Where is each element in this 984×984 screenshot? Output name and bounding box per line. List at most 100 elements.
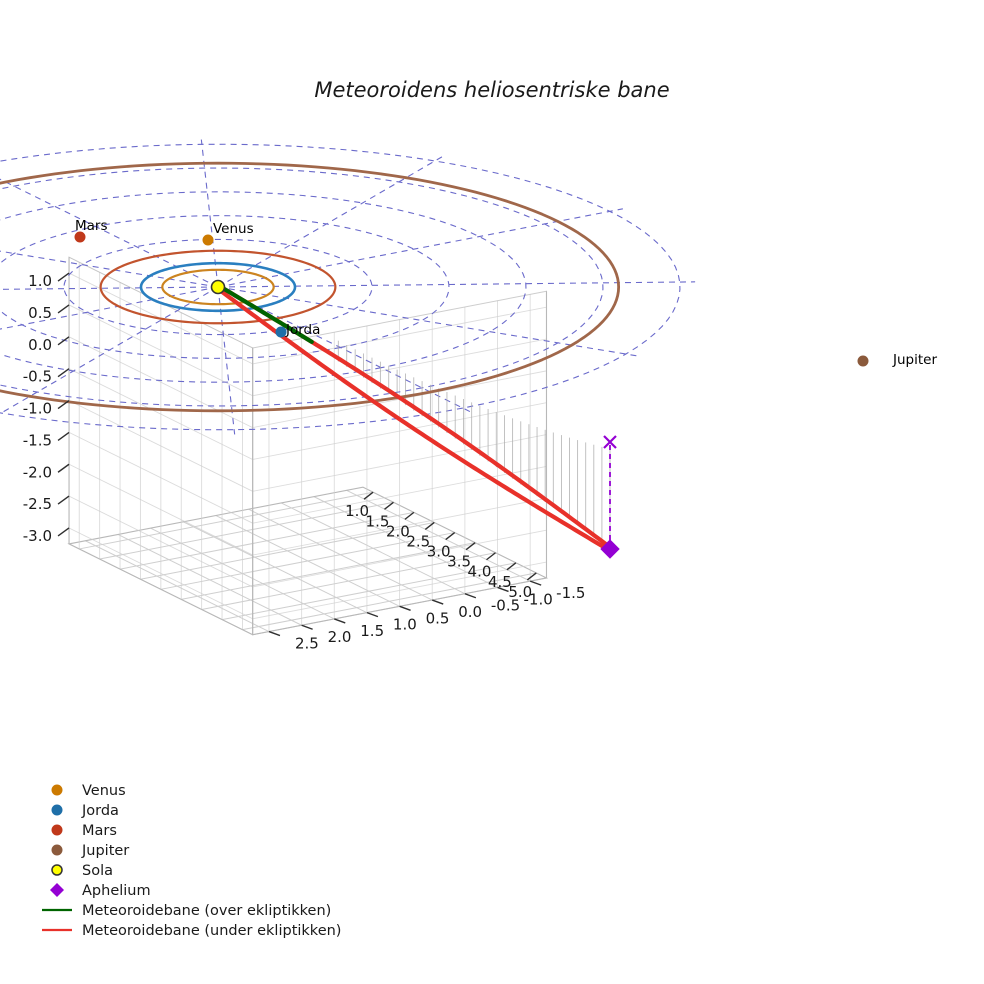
legend-under-label: Meteoroidebane (under ekliptikken) bbox=[82, 923, 341, 939]
polar-spoke bbox=[217, 281, 696, 288]
z-tick bbox=[57, 495, 70, 505]
wall-grid-line bbox=[252, 338, 547, 397]
z-tick bbox=[57, 336, 70, 346]
x-tick bbox=[486, 552, 496, 561]
meteoroid-under-ecliptic-upper bbox=[216, 283, 613, 550]
body-markers bbox=[74, 231, 869, 559]
wall-grid-line bbox=[252, 434, 547, 492]
legend-venus-dot-icon bbox=[51, 784, 63, 796]
z-tick bbox=[57, 368, 70, 378]
y-tick-label: -0.5 bbox=[491, 597, 520, 615]
wall-grid-line bbox=[68, 400, 253, 492]
polar-spoke bbox=[0, 286, 219, 290]
z-tick bbox=[57, 399, 70, 410]
legend-mars-dot-icon bbox=[51, 824, 63, 836]
polar-spoke bbox=[0, 250, 219, 288]
mars-label: Mars bbox=[75, 218, 108, 234]
legend-item-over[interactable]: Meteoroidebane (over ekliptikken) bbox=[42, 903, 331, 919]
legend-over-label: Meteoroidebane (over ekliptikken) bbox=[82, 903, 331, 919]
x-tick-label: 4.5 bbox=[488, 573, 512, 591]
x-tick-label: 3.5 bbox=[447, 553, 471, 571]
jupiter-marker[interactable] bbox=[857, 355, 869, 367]
wall-grid-line bbox=[68, 304, 253, 397]
wall-grid-line bbox=[252, 402, 547, 460]
legend-item-jorda[interactable]: Jorda bbox=[51, 803, 119, 819]
legend-item-venus[interactable]: Venus bbox=[51, 783, 126, 799]
aphelion-marker[interactable] bbox=[600, 539, 620, 559]
polar-spoke bbox=[0, 286, 219, 330]
y-tick bbox=[399, 605, 411, 611]
floor-grid-line bbox=[346, 489, 531, 582]
legend-jupiter-dot-icon bbox=[51, 844, 63, 856]
x-tick-label: 2.0 bbox=[386, 522, 410, 540]
legend-venus-label: Venus bbox=[82, 783, 126, 799]
jorda-label: Jorda bbox=[285, 322, 320, 338]
axes-panes bbox=[67, 256, 549, 636]
floor-grid-line bbox=[117, 533, 302, 626]
legend-item-mars[interactable]: Mars bbox=[51, 823, 117, 839]
z-tick-label: -1.5 bbox=[23, 431, 52, 449]
venus-label: Venus bbox=[213, 221, 254, 237]
page-title: Meteoroidens heliosentriske bane bbox=[314, 78, 669, 102]
legend-item-under[interactable]: Meteoroidebane (under ekliptikken) bbox=[42, 923, 341, 939]
jupiter-label: Jupiter bbox=[892, 352, 937, 368]
y-tick-label: 2.5 bbox=[295, 635, 319, 653]
x-tick bbox=[445, 532, 456, 541]
floor-grid-line bbox=[215, 515, 400, 607]
z-tick bbox=[57, 527, 70, 537]
legend-aphelium-label: Aphelium bbox=[82, 883, 151, 899]
y-tick-label: 0.0 bbox=[458, 603, 482, 621]
jorda-orbit bbox=[139, 261, 297, 313]
y-tick-label: -1.5 bbox=[556, 584, 585, 602]
x-tick-label: 3.0 bbox=[427, 543, 451, 561]
z-tick-label: -2.5 bbox=[23, 495, 52, 513]
wall-grid-line bbox=[68, 527, 253, 620]
drop-stem-lines bbox=[337, 340, 611, 549]
floor-grid-line bbox=[183, 521, 368, 614]
jupiter-orbit bbox=[0, 161, 621, 413]
wall-grid-line bbox=[68, 495, 253, 588]
wall-grid-line bbox=[252, 466, 547, 524]
y-tick bbox=[431, 599, 444, 605]
legend-item-sola[interactable]: Sola bbox=[51, 863, 113, 879]
y-tick bbox=[366, 611, 379, 618]
legend-sola-dot-icon bbox=[51, 864, 63, 876]
floor-grid-line bbox=[281, 502, 466, 595]
x-tick bbox=[424, 521, 435, 531]
axis-ticks bbox=[57, 272, 542, 637]
floor-grid-line bbox=[248, 508, 433, 601]
wall-grid-line bbox=[68, 431, 253, 524]
aphelion-ecliptic-cross-icon bbox=[603, 435, 617, 449]
legend-jorda-label: Jorda bbox=[81, 803, 119, 819]
legend-item-jupiter[interactable]: Jupiter bbox=[51, 843, 129, 859]
y-tick-label: 0.5 bbox=[426, 609, 450, 627]
sola-marker[interactable] bbox=[210, 279, 226, 295]
z-tick bbox=[57, 304, 70, 314]
venus-marker[interactable] bbox=[202, 234, 214, 246]
meteoroid-over-ecliptic bbox=[216, 283, 314, 344]
x-tick bbox=[465, 542, 476, 551]
y-tick bbox=[497, 586, 509, 593]
mars-marker[interactable] bbox=[74, 231, 86, 243]
text-layer: VenusJordaMarsJupiter1.01.52.02.53.03.54… bbox=[23, 78, 938, 939]
z-tick-label: 0.5 bbox=[28, 304, 52, 322]
wall-grid-line bbox=[252, 497, 547, 556]
x-tick-label: 5.0 bbox=[508, 583, 532, 601]
y-tick-label: 1.0 bbox=[393, 616, 417, 634]
planet-orbits bbox=[0, 161, 621, 413]
z-tick-label: -2.0 bbox=[23, 463, 52, 481]
legend-aphelium-diamond-icon bbox=[50, 883, 64, 897]
y-tick bbox=[464, 593, 477, 599]
jorda-marker[interactable] bbox=[275, 326, 287, 338]
x-tick-label: 1.0 bbox=[345, 502, 369, 520]
legend-sola-label: Sola bbox=[82, 863, 113, 879]
z-tick-label: 0.0 bbox=[28, 336, 52, 354]
legend-item-aphelium[interactable]: Aphelium bbox=[50, 883, 151, 899]
x-tick bbox=[506, 562, 517, 571]
wall-grid-line bbox=[252, 306, 547, 365]
y-tick-label: 1.5 bbox=[360, 622, 384, 640]
x-tick-label: 4.0 bbox=[468, 563, 492, 581]
polar-spoke bbox=[217, 286, 640, 357]
